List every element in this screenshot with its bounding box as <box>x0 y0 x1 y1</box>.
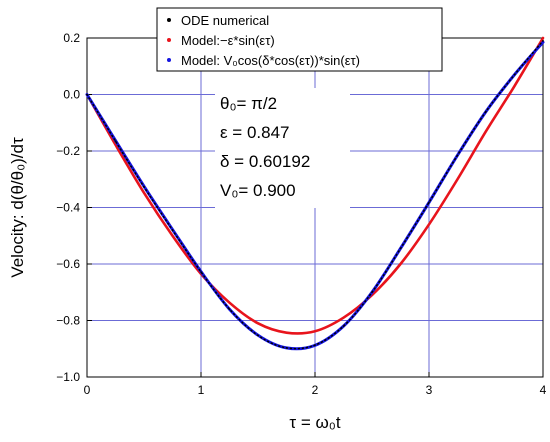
series-0-point <box>456 154 459 157</box>
series-0-point <box>399 247 402 250</box>
series-1-point <box>228 301 231 304</box>
y-axis-label: Velocity: d(θ/θ₀)/dτ <box>8 137 27 278</box>
series-1-point <box>513 85 516 87</box>
series-1-point <box>171 234 174 237</box>
series-1-point <box>428 223 430 226</box>
series-1-point <box>285 331 288 334</box>
annotation-label-0: θ₀= π/2 <box>220 94 277 113</box>
series-1-point <box>456 178 459 181</box>
x-tick-label: 0 <box>84 383 91 397</box>
x-tick-label: 1 <box>198 383 205 397</box>
series-0-point <box>228 308 231 311</box>
series-0-point <box>285 347 288 349</box>
x-tick-label: 4 <box>540 383 547 397</box>
series-layer <box>85 36 545 351</box>
series-1-point <box>542 37 544 39</box>
legend: ODE numerical Model:−ε*sin(ετ) Model: V₀co… <box>156 7 443 72</box>
y-tick-label: −0.2 <box>56 144 80 158</box>
x-axis-label: τ = ω₀t <box>289 413 340 432</box>
x-tick-label: 2 <box>312 383 319 397</box>
axis-ticks: 0 1 2 3 4 −1.0 −0.8 −0.6 −0.4 −0.2 0.0 0.2 <box>56 31 546 397</box>
series-0-point <box>342 325 345 327</box>
annotation-label-2: δ = 0.60192 <box>220 152 310 171</box>
series-2-point <box>542 41 544 44</box>
legend-label-2: Model: V₀cos(δ*cos(ετ))*sin(ετ) <box>181 53 360 68</box>
series-0-point <box>200 271 202 273</box>
series-1-point <box>114 143 117 146</box>
y-tick-label: 0.0 <box>63 88 80 102</box>
annotation-label-1: ε = 0.847 <box>220 123 290 142</box>
series-0-point <box>513 73 516 76</box>
y-tick-label: −0.6 <box>56 257 80 271</box>
y-tick-label: 0.2 <box>63 31 80 45</box>
legend-box <box>156 7 443 72</box>
annotation-label-3: V₀= 0.900 <box>220 181 296 200</box>
series-1-point <box>143 192 145 194</box>
series-1-point <box>342 316 345 319</box>
series-0-point <box>371 291 373 294</box>
y-tick-label: −0.4 <box>56 201 80 215</box>
series-0-point <box>257 334 259 337</box>
series-0-point <box>114 140 117 142</box>
y-tick-label: −0.8 <box>56 314 80 328</box>
legend-label-1: Model:−ε*sin(ετ) <box>181 33 275 48</box>
legend-marker-2 <box>167 58 171 62</box>
series-0-point <box>314 344 316 346</box>
series-0-point <box>86 93 88 96</box>
series-0-point <box>171 229 174 231</box>
series-0-point <box>143 186 145 188</box>
series-0-point <box>428 201 430 204</box>
series-0-point <box>485 110 487 113</box>
legend-marker-0 <box>167 18 171 22</box>
legend-label-0: ODE numerical <box>181 13 269 28</box>
parameter-annotations: θ₀= π/2 ε = 0.847 δ = 0.60192 V₀= 0.900 <box>215 88 350 208</box>
series-1-point <box>399 263 402 265</box>
x-tick-label: 3 <box>426 383 433 397</box>
series-1-point <box>257 322 259 325</box>
series-1-point <box>314 330 316 333</box>
y-tick-label: −1.0 <box>56 370 80 384</box>
legend-marker-1 <box>167 38 171 42</box>
series-1-point <box>485 130 487 133</box>
series-0-point <box>542 40 544 42</box>
annotation-box <box>215 88 350 208</box>
